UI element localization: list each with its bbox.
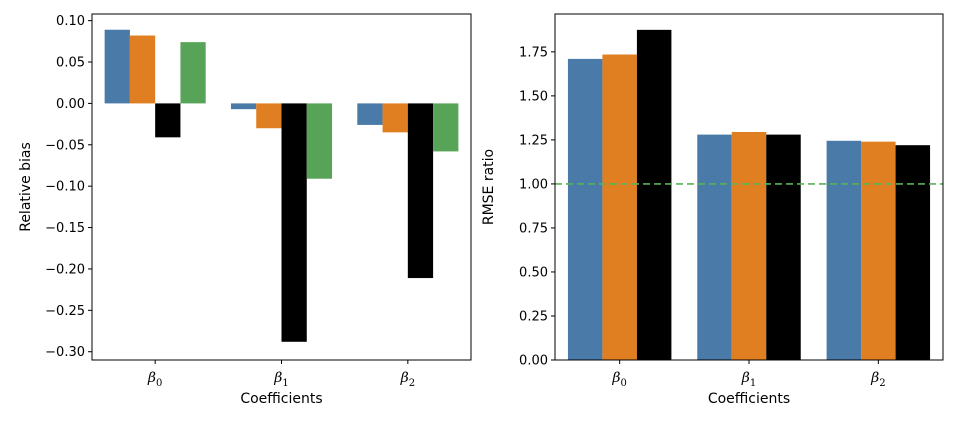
rmse-bar-series2-3 <box>861 141 896 360</box>
bias-bar-series2-1 <box>129 35 156 104</box>
bias-y-axis-label: Relative bias <box>18 142 34 232</box>
bias-bar-series2-2 <box>256 103 282 129</box>
bias-xtick-label: β1 <box>273 370 288 389</box>
rmse-ytick-label: 1.00 <box>519 177 548 192</box>
bias-bar-series3-2 <box>281 103 307 342</box>
bias-bar-series4-3 <box>433 103 459 152</box>
bias-xtick-label: β0 <box>147 370 162 389</box>
bias-ytick-label: −0.30 <box>45 345 85 360</box>
bias-bar-series1-3 <box>357 103 383 125</box>
bias-ytick-label: 0.10 <box>56 14 85 29</box>
rmse-xtick-label: β0 <box>611 370 626 389</box>
rmse-bar-series1-1 <box>567 58 603 361</box>
bias-bar-series4-2 <box>306 103 333 179</box>
rmse-ytick-label: 0.25 <box>519 309 548 324</box>
bias-bar-series4-1 <box>180 42 206 104</box>
bias-ytick-label: −0.25 <box>45 304 85 319</box>
rmse-bar-series3-1 <box>636 29 672 361</box>
bias-bar-series3-1 <box>155 103 181 138</box>
bias-ytick-label: −0.05 <box>45 138 85 153</box>
rmse-bar-series1-3 <box>826 140 862 360</box>
rmse-ytick-label: 0.75 <box>519 221 548 236</box>
bias-ytick-label: −0.15 <box>45 221 85 236</box>
bias-bar-series1-2 <box>230 103 257 110</box>
rmse-ratio-chart: 0.00 0.25 0.50 0.75 1.00 1.25 1.50 1.75 β0 β1 β2 Co… <box>481 13 944 407</box>
bias-bar-series3-3 <box>407 103 434 279</box>
rmse-bar-series3-2 <box>766 134 801 360</box>
bias-ytick-label: −0.10 <box>45 180 85 195</box>
rmse-ytick-label: 0.50 <box>519 265 548 280</box>
rmse-bar-series3-3 <box>895 145 931 360</box>
rmse-x-axis-label: Coefficients <box>708 391 790 407</box>
bias-ytick-label: −0.20 <box>45 262 85 277</box>
bias-x-axis-label: Coefficients <box>240 391 322 407</box>
rmse-ytick-label: 1.75 <box>519 45 548 60</box>
bias-xtick-label: β2 <box>400 370 415 389</box>
rmse-bar-series2-1 <box>602 54 637 361</box>
rmse-bar-series1-2 <box>697 134 732 360</box>
bias-ytick-label: 0.00 <box>56 97 85 112</box>
rmse-xtick-label: β1 <box>741 370 756 389</box>
bias-bar-series2-3 <box>382 103 408 133</box>
rmse-ytick-label: 1.50 <box>519 89 548 104</box>
rmse-y-axis-label: RMSE ratio <box>481 149 497 225</box>
rmse-xtick-label: β2 <box>870 370 885 389</box>
bias-ytick-label: 0.05 <box>56 56 85 71</box>
relative-bias-chart: 0.10 0.05 0.00 −0.05 −0.10 −0.15 −0.20 −0.25 −0.… <box>18 13 472 407</box>
bias-bar-series1-1 <box>104 29 130 104</box>
rmse-bar-series2-2 <box>731 131 767 360</box>
rmse-ytick-label: 0.00 <box>519 354 548 369</box>
rmse-ytick-label: 1.25 <box>519 133 548 148</box>
